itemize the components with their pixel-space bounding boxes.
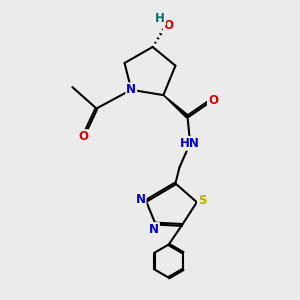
Text: N: N: [136, 193, 146, 206]
Text: O: O: [78, 130, 88, 143]
Text: HN: HN: [180, 137, 200, 150]
Text: N: N: [149, 223, 159, 236]
Polygon shape: [164, 95, 188, 118]
Text: O: O: [164, 19, 174, 32]
Text: N: N: [126, 83, 136, 96]
Text: O: O: [208, 94, 218, 107]
Text: S: S: [198, 194, 206, 207]
Text: H: H: [155, 11, 165, 25]
